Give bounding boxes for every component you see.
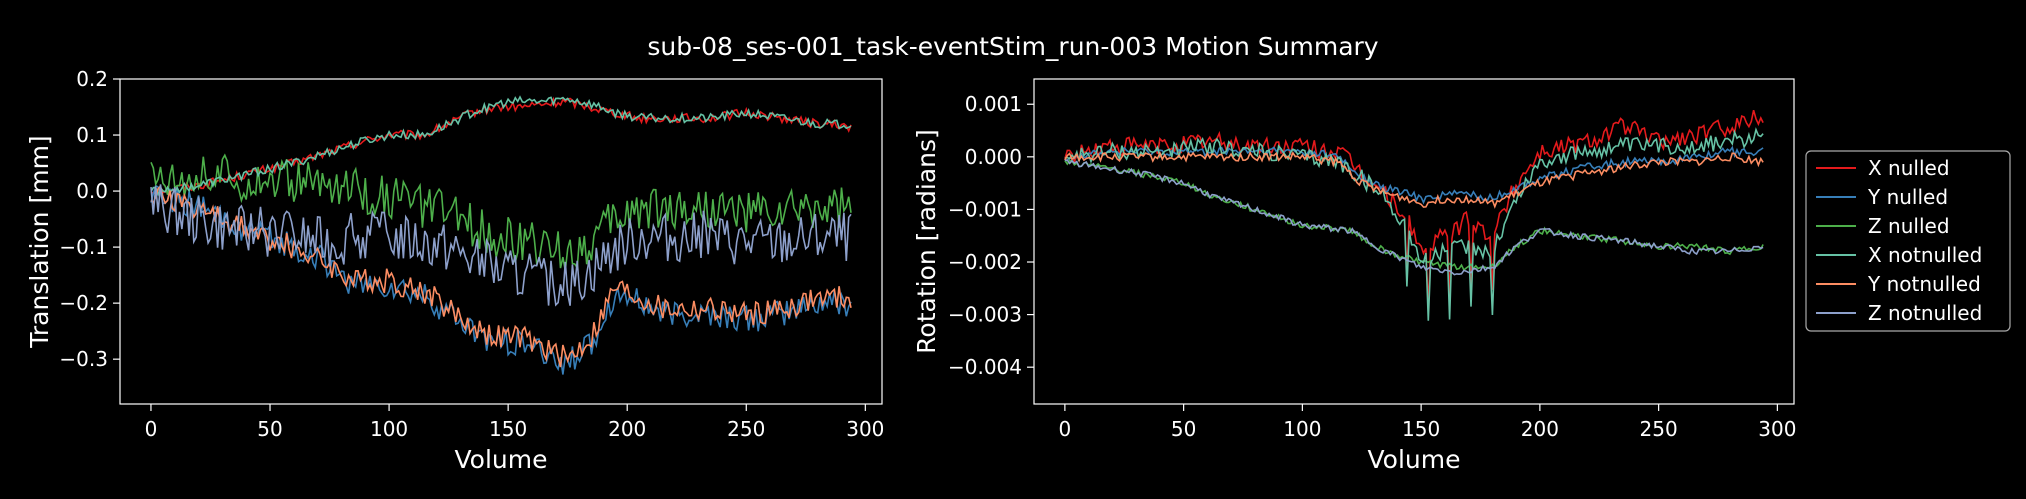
legend-label: X notnulled [1868, 243, 1982, 267]
y-tick-label: −0.2 [59, 291, 108, 315]
x-tick-label: 50 [257, 417, 282, 441]
rotation-plot: 0 50 100 150 200 250 300 −0.004 −0.003 −0.002 −0.0… [912, 78, 1796, 474]
series-line-y-notnulled [150, 184, 852, 368]
y-tick-label: −0.002 [948, 250, 1022, 274]
series-line-z-nulled [1064, 159, 1764, 272]
y-tick-label: 0.0 [76, 179, 108, 203]
x-tick-label: 200 [608, 417, 646, 441]
legend-label: X nulled [1868, 156, 1950, 180]
series-line-z-nulled [150, 153, 852, 271]
y-tick-label: −0.003 [948, 303, 1022, 327]
series-line-z-notnulled [150, 184, 852, 307]
legend-label: Z nulled [1868, 214, 1950, 238]
axes-frame [1033, 78, 1795, 405]
series-line-y-notnulled [1064, 150, 1764, 209]
translation-plot: 0 50 100 150 200 250 300 −0.3 −0.2 −0.1 0.0 0.1 0.2 V… [25, 67, 884, 474]
y-tick-label: 0.2 [76, 67, 108, 91]
x-tick-label: 250 [727, 417, 765, 441]
series-line-x-nulled [150, 96, 852, 196]
legend-label: Z notnulled [1868, 301, 1982, 325]
x-tick-label: 0 [1059, 417, 1072, 441]
axes-frame [119, 78, 883, 405]
x-tick-label: 200 [1521, 417, 1559, 441]
y-tick-label: −0.004 [948, 355, 1022, 379]
series-line-y-nulled [1064, 145, 1764, 205]
y-tick-label: 0.001 [965, 92, 1022, 116]
figure-title: sub-08_ses-001_task-eventStim_run-003 Mo… [647, 32, 1378, 61]
x-tick-label: 300 [1758, 417, 1796, 441]
y-axis-label: Rotation [radians] [912, 129, 941, 354]
x-tick-label: 0 [145, 417, 158, 441]
y-axis-label: Translation [mm] [25, 135, 54, 348]
series-line-x-nulled [1064, 109, 1764, 306]
series-line-x-notnulled [150, 95, 852, 197]
x-axis-label: Volume [1368, 445, 1461, 474]
legend-label: Y notnulled [1867, 272, 1981, 296]
x-axis-label: Volume [455, 445, 548, 474]
x-tick-label: 150 [1402, 417, 1440, 441]
legend-box [1805, 150, 2011, 332]
y-tick-label: −0.001 [948, 197, 1022, 221]
y-tick-label: 0.1 [76, 123, 108, 147]
x-tick-label: 250 [1640, 417, 1678, 441]
series-line-x-notnulled [1064, 127, 1764, 321]
legend: X nulled Y nulled Z nulled X notnulled Y not… [1805, 150, 2011, 332]
y-tick-label: −0.3 [59, 347, 108, 371]
x-tick-label: 100 [370, 417, 408, 441]
x-tick-label: 100 [1283, 417, 1321, 441]
x-tick-label: 150 [489, 417, 527, 441]
x-tick-label: 300 [846, 417, 884, 441]
x-tick-label: 50 [1171, 417, 1196, 441]
legend-label: Y nulled [1867, 185, 1948, 209]
y-tick-label: 0.000 [965, 145, 1022, 169]
y-tick-label: −0.1 [59, 235, 108, 259]
series-line-z-notnulled [1064, 159, 1764, 276]
